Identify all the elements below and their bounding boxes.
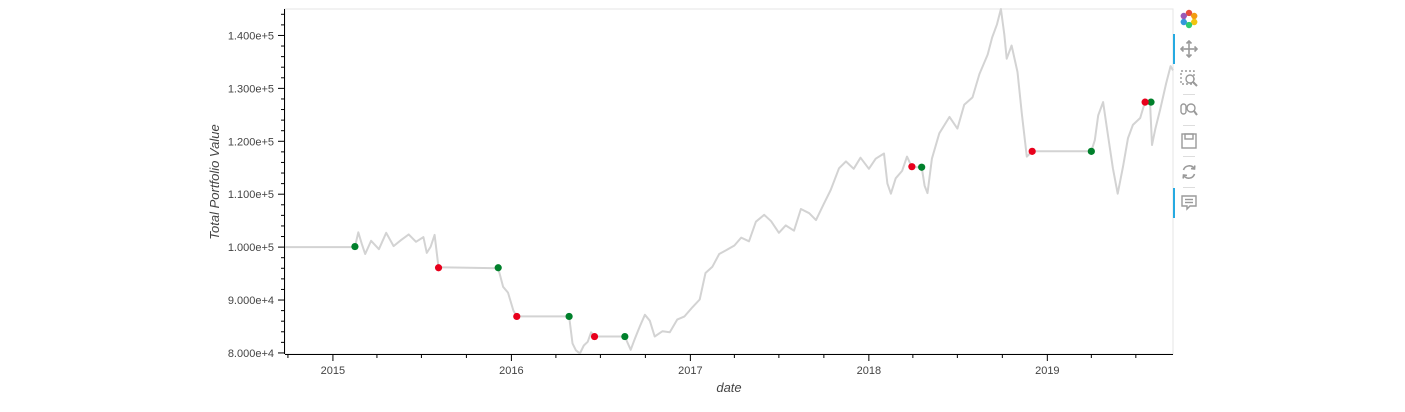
markers-layer xyxy=(351,98,1155,341)
buy-marker xyxy=(1147,98,1155,106)
y-tick-label: 1.400e+5 xyxy=(228,30,274,42)
box-zoom-icon[interactable] xyxy=(1177,68,1201,90)
buy-marker xyxy=(351,242,359,251)
buy-marker xyxy=(1087,147,1095,155)
sell-marker xyxy=(513,312,521,321)
toolbar-divider xyxy=(1183,125,1195,126)
portfolio-value-line xyxy=(285,8,1174,355)
chart-toolbar xyxy=(1173,6,1203,218)
y-axis: 8.000e+4 9.000e+4 1.000e+5 1.100e+5 1.200e+5… xyxy=(228,9,285,360)
x-tick-label: 2019 xyxy=(1035,365,1059,377)
buy-marker xyxy=(918,163,926,171)
y-tick-label: 1.000e+5 xyxy=(228,242,274,254)
y-tick-label: 8.000e+4 xyxy=(228,348,274,360)
series-layer xyxy=(285,8,1174,355)
sell-marker xyxy=(1141,98,1149,106)
x-tick-label: 2017 xyxy=(678,365,702,377)
sell-marker xyxy=(908,163,916,171)
plot-area[interactable] xyxy=(284,8,1174,355)
y-tick-label: 1.300e+5 xyxy=(228,83,274,95)
x-tick-label: 2015 xyxy=(321,365,345,377)
hover-icon[interactable] xyxy=(1173,188,1201,218)
reset-icon[interactable] xyxy=(1177,161,1201,183)
sell-marker xyxy=(434,264,443,272)
sell-marker xyxy=(1028,147,1036,155)
y-tick-label: 1.200e+5 xyxy=(228,136,274,148)
sell-marker xyxy=(590,332,599,341)
wheel-zoom-icon[interactable] xyxy=(1177,99,1201,121)
buy-marker xyxy=(565,312,573,321)
x-tick-label: 2018 xyxy=(857,365,881,377)
x-axis: 2015 2016 2017 2018 2019 xyxy=(285,354,1173,377)
pan-icon[interactable] xyxy=(1173,34,1201,64)
buy-marker xyxy=(494,264,502,272)
y-tick-label: 9.000e+4 xyxy=(228,295,274,307)
y-axis-title: Total Portfolio Value xyxy=(207,124,222,239)
y-tick-label: 1.100e+5 xyxy=(228,189,274,201)
bokeh-logo-icon[interactable] xyxy=(1177,8,1201,30)
save-icon[interactable] xyxy=(1177,130,1201,152)
x-tick-label: 2016 xyxy=(499,365,523,377)
toolbar-divider xyxy=(1183,94,1195,95)
toolbar-divider xyxy=(1183,187,1195,188)
toolbar-divider xyxy=(1183,156,1195,157)
x-axis-title: date xyxy=(716,380,741,395)
buy-marker xyxy=(621,332,629,341)
